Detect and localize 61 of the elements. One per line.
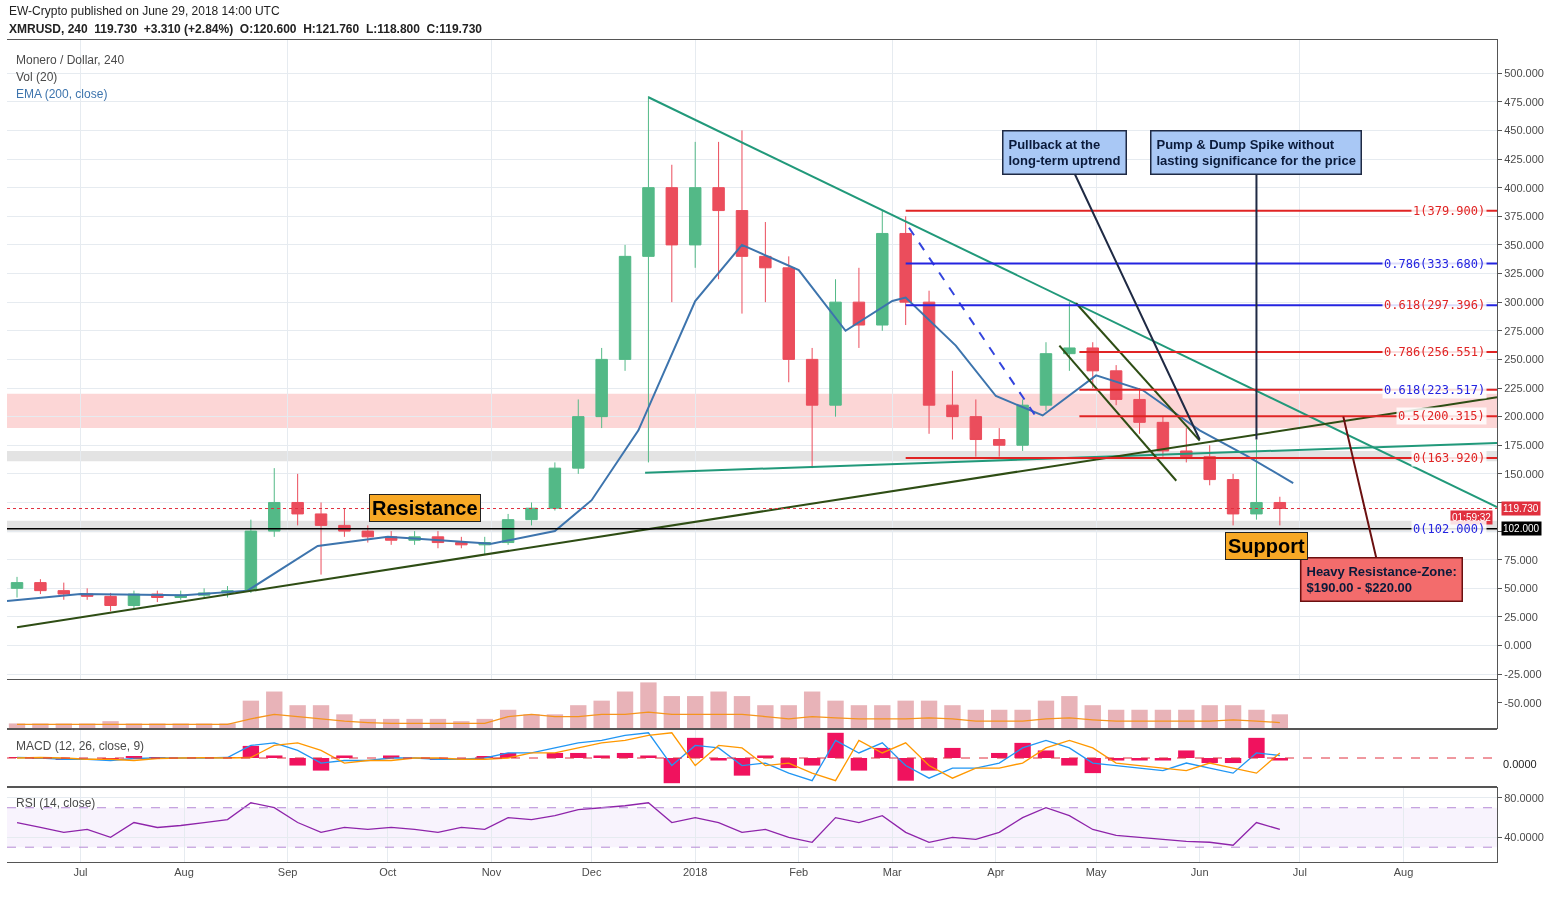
y-tick-label: 40.0000 xyxy=(1504,831,1544,844)
y-tick-label: 150.000 xyxy=(1504,467,1544,480)
y-tick-label: 25.000 xyxy=(1504,610,1538,623)
annotation: 0.786(333.680) xyxy=(1384,257,1486,271)
y-tick-label: 0.000 xyxy=(1504,639,1532,652)
x-tick-label: Jul xyxy=(73,866,88,879)
ref-line-label: 102.000 xyxy=(1503,523,1540,534)
y-tick-label: 500.000 xyxy=(1504,67,1544,80)
text: RSI (14, close) xyxy=(16,796,96,810)
y-tick-label: 275.000 xyxy=(1504,324,1544,337)
y-tick-label: 300.000 xyxy=(1504,296,1544,308)
y-tick-label: 80.0000 xyxy=(1504,791,1544,804)
text: MACD (12, 26, close, 9) xyxy=(16,739,145,753)
x-tick-label: Jun xyxy=(1190,866,1209,879)
y-tick-label: -50.000 xyxy=(1504,696,1542,709)
y-tick-label: 325.000 xyxy=(1504,267,1544,280)
annotation: Support xyxy=(1228,535,1305,557)
text: Monero / Dollar, 240 xyxy=(16,53,125,67)
y-tick-label: 50.000 xyxy=(1504,582,1538,595)
y-tick-label: 250.000 xyxy=(1504,353,1544,366)
y-tick-label: 75.000 xyxy=(1504,553,1538,566)
annotation: Heavy Resistance-Zone: $190.00 - $220.00 xyxy=(1306,563,1457,596)
x-tick-label: Aug xyxy=(1393,866,1414,879)
x-tick-label: Aug xyxy=(174,866,194,879)
annotation: 0.786(256.551) xyxy=(1384,345,1486,359)
y-tick-label: 375.000 xyxy=(1504,210,1544,223)
annotation: 0.618(297.396) xyxy=(1384,298,1486,312)
x-tick-label: Dec xyxy=(581,866,602,879)
ref-line-label: 119.730 xyxy=(1503,503,1539,514)
annotation: Pullback at the long-term uptrend xyxy=(1008,136,1121,169)
text: EMA (200, close) xyxy=(16,87,108,101)
y-tick-label: 450.000 xyxy=(1504,124,1544,137)
annotation: 0(163.920) xyxy=(1413,451,1486,465)
annotation: Resistance xyxy=(372,497,478,519)
x-tick-label: Mar xyxy=(882,866,903,879)
x-tick-label: Apr xyxy=(987,866,1005,879)
x-tick-label: Feb xyxy=(789,866,809,879)
annotation: Pump & Dump Spike without lasting significance for the price xyxy=(1156,136,1356,169)
x-tick-label: Oct xyxy=(379,866,397,879)
y-tick-label: 200.000 xyxy=(1504,410,1544,423)
y-tick-label: 225.000 xyxy=(1504,381,1544,394)
x-tick-label: Nov xyxy=(481,866,502,879)
x-tick-label: Jul xyxy=(1292,866,1307,879)
y-tick-label: 175.000 xyxy=(1504,439,1544,452)
y-tick-label: -25.000 xyxy=(1504,668,1542,681)
y-tick-label: 350.000 xyxy=(1504,238,1544,251)
y-tick-label: 400.000 xyxy=(1504,181,1544,194)
annotation: 01:59:32 xyxy=(1452,512,1492,523)
annotation: 0.5(200.315) xyxy=(1398,409,1485,423)
text: 0.0000 xyxy=(1503,758,1537,770)
x-tick-label: May xyxy=(1085,866,1107,879)
text: XMRUSD, 240 119.730 +3.310 (+2.84%) O:120.600 H:121.760 L:118.800 C:119.730 xyxy=(9,22,483,36)
y-tick-label: 475.000 xyxy=(1504,95,1544,108)
text: EW-Crypto published on June 29, 2018 14:00 UTC xyxy=(9,4,280,18)
x-tick-label: Sep xyxy=(277,866,298,879)
annotation: 1(379.900) xyxy=(1413,204,1486,218)
annotation: 0(102.000) xyxy=(1413,522,1486,536)
x-tick-label: 2018 xyxy=(682,866,708,879)
chart-title: Vol (20) xyxy=(16,70,58,84)
annotation: 0.618(223.517) xyxy=(1384,383,1486,397)
y-tick-label: 425.000 xyxy=(1504,152,1544,165)
